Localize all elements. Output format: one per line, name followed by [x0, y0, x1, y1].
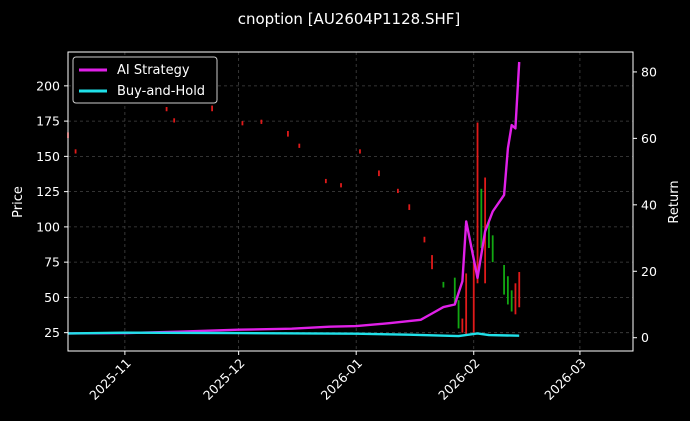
candle [241, 121, 244, 126]
candle [476, 122, 479, 284]
x-tick-label: 2025-11 [86, 355, 134, 403]
candle [396, 188, 399, 194]
candle [488, 219, 490, 249]
candle [472, 262, 475, 333]
candle [518, 272, 521, 308]
candle [423, 236, 426, 243]
candle [431, 255, 433, 270]
candle [503, 264, 505, 295]
candle [461, 318, 464, 333]
candle [74, 149, 77, 154]
candle [480, 188, 483, 249]
candle [491, 235, 494, 263]
x-tick-label: 2025-12 [200, 355, 248, 403]
candle [510, 290, 513, 312]
candle [324, 178, 327, 184]
legend-ai-label: AI Strategy [117, 63, 190, 78]
candle [506, 276, 509, 305]
y-left-tick-label: 150 [36, 149, 60, 164]
legend: AI Strategy Buy-and-Hold [72, 56, 218, 104]
y-left-tick-label: 50 [44, 290, 60, 305]
candle [173, 118, 176, 123]
y-right-tick-label: 20 [641, 264, 657, 279]
candle [514, 283, 517, 315]
y-left-tick-label: 100 [36, 219, 60, 234]
candle [287, 130, 289, 137]
candle [298, 143, 301, 148]
y-right-tick-label: 60 [641, 131, 657, 146]
candle [359, 149, 361, 154]
x-tick-label: 2026-02 [435, 355, 483, 403]
candle [457, 300, 460, 329]
y-right-tick-label: 0 [641, 330, 649, 345]
y-left-tick-label: 75 [44, 255, 60, 270]
candle [453, 277, 456, 305]
candle [211, 105, 213, 112]
candle [378, 170, 380, 177]
y-axis-label-left: Price [11, 186, 26, 218]
legend-box [72, 56, 218, 104]
x-tick-label: 2026-01 [318, 355, 366, 403]
y-left-tick-label: 25 [44, 325, 60, 340]
candles [67, 105, 521, 336]
series-line-ai-strategy [67, 61, 521, 335]
series-lines [67, 61, 521, 338]
candle [260, 119, 263, 124]
y-right-tick-label: 40 [641, 197, 657, 212]
y-left-tick-label: 175 [36, 114, 60, 129]
candle [408, 204, 411, 210]
y-axis-label-right: Return [667, 180, 682, 223]
series-line-buy-and-hold [67, 331, 520, 338]
x-tick-label: 2026-03 [541, 355, 589, 403]
candle [442, 281, 445, 288]
legend-bh-label: Buy-and-Hold [117, 84, 205, 99]
y-left-tick-label: 200 [36, 78, 60, 93]
y-right-tick-label: 80 [641, 64, 657, 79]
candle [465, 273, 468, 336]
plot-frame [67, 51, 634, 352]
chart-title: cnoption [AU2604P1128.SHF] [238, 10, 461, 28]
y-left-tick-label: 125 [36, 184, 60, 199]
candle [340, 183, 342, 188]
candle [165, 107, 168, 112]
